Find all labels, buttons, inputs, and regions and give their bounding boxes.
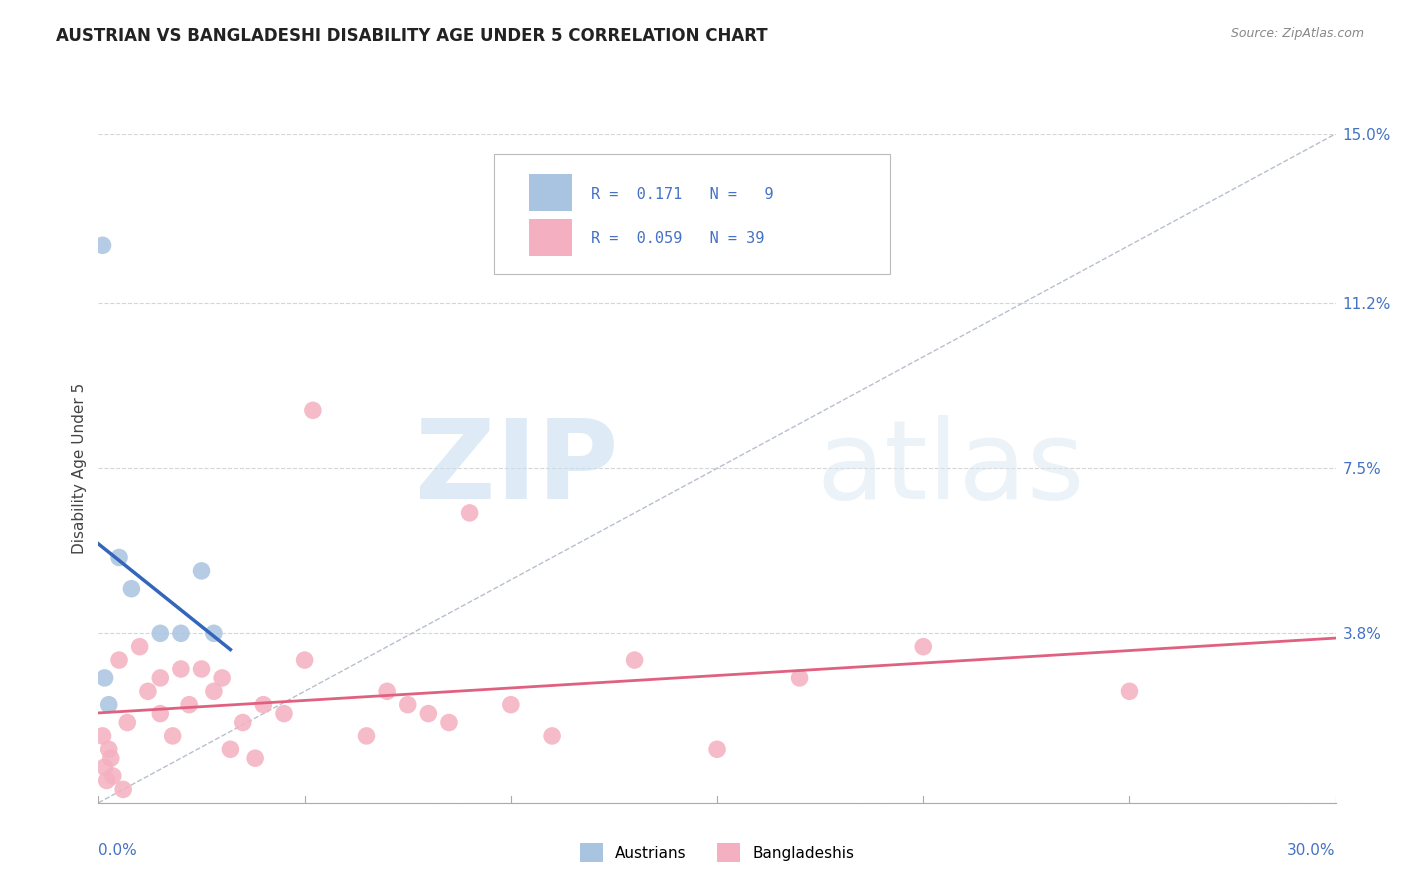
Point (706, 742, 728, 756)
FancyBboxPatch shape (495, 154, 890, 275)
Text: Source: ZipAtlas.com: Source: ZipAtlas.com (1230, 27, 1364, 40)
Point (120, 582, 142, 596)
Text: R =  0.059   N = 39: R = 0.059 N = 39 (591, 231, 765, 246)
Point (273, 706, 295, 721)
Point (112, 782, 135, 797)
Text: ZIP: ZIP (415, 415, 619, 522)
Point (128, 640, 150, 654)
Point (232, 715, 254, 730)
Point (541, 729, 564, 743)
Point (91, 729, 114, 743)
Text: 30.0%: 30.0% (1288, 843, 1336, 858)
Point (458, 506, 481, 520)
Point (1118, 684, 1140, 698)
Point (97, 698, 120, 712)
Point (117, 715, 139, 730)
Point (149, 671, 172, 685)
Text: AUSTRIAN VS BANGLADESHI DISABILITY AGE UNDER 5 CORRELATION CHART: AUSTRIAN VS BANGLADESHI DISABILITY AGE U… (56, 27, 768, 45)
Point (243, 751, 266, 765)
Point (162, 729, 184, 743)
Point (149, 706, 172, 721)
Legend: Austrians, Bangladeshis: Austrians, Bangladeshis (579, 844, 855, 862)
Point (302, 403, 325, 417)
Point (437, 715, 460, 730)
Point (100, 751, 122, 765)
Point (170, 626, 193, 640)
Point (396, 698, 419, 712)
Point (623, 653, 645, 667)
Point (91, 238, 114, 252)
Text: atlas: atlas (815, 415, 1084, 522)
Point (190, 662, 212, 676)
Point (96, 773, 118, 788)
Point (789, 671, 811, 685)
Point (294, 653, 316, 667)
Point (93, 760, 115, 774)
Point (499, 698, 522, 712)
Point (93, 671, 115, 685)
Text: 0.0%: 0.0% (98, 843, 138, 858)
Point (97, 742, 120, 756)
Point (136, 684, 159, 698)
Text: R =  0.171   N =   9: R = 0.171 N = 9 (591, 186, 773, 202)
Point (101, 769, 124, 783)
Point (179, 698, 201, 712)
Point (356, 729, 378, 743)
Point (219, 742, 242, 756)
Point (108, 653, 131, 667)
Point (211, 671, 233, 685)
Point (108, 550, 131, 565)
Point (202, 626, 225, 640)
Point (149, 626, 172, 640)
Point (170, 662, 193, 676)
Y-axis label: Disability Age Under 5: Disability Age Under 5 (72, 383, 87, 554)
Point (375, 684, 398, 698)
FancyBboxPatch shape (529, 174, 572, 211)
Point (202, 684, 225, 698)
FancyBboxPatch shape (529, 219, 572, 255)
Point (190, 564, 212, 578)
Point (252, 698, 274, 712)
Point (418, 706, 440, 721)
Point (912, 640, 935, 654)
